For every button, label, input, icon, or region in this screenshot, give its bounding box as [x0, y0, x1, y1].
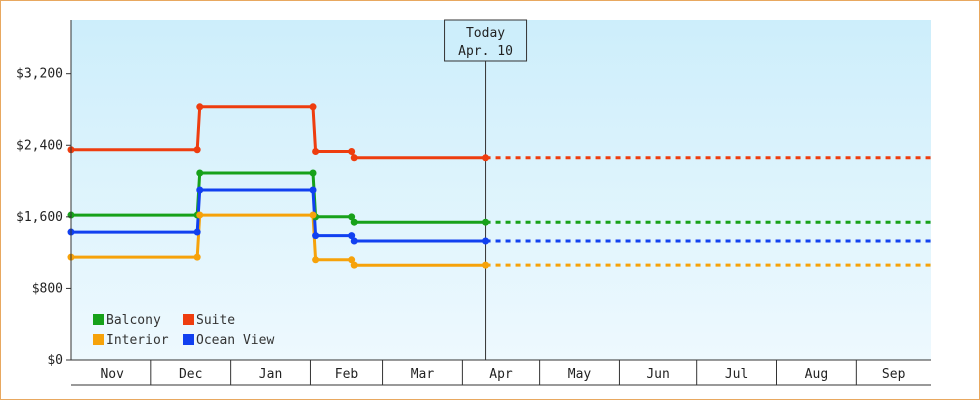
axes: $0 $800 $1,600 $2,400 $3,200 Nov Dec Jan Feb Mar A…	[16, 20, 931, 386]
today-title: Today	[466, 26, 505, 41]
data-point-interior	[348, 256, 356, 264]
data-point-ocean-view	[350, 237, 358, 245]
data-point-balcony	[196, 169, 204, 177]
data-point-suite	[196, 103, 204, 111]
legend-label-interior: Interior	[106, 333, 169, 348]
y-tick-label: $2,400	[16, 138, 63, 153]
legend-swatch-interior	[93, 334, 104, 345]
data-point-suite	[348, 148, 356, 156]
legend-label-balcony: Balcony	[106, 313, 161, 328]
data-point-interior	[482, 261, 490, 269]
today-box	[444, 19, 528, 62]
data-point-ocean-view	[309, 186, 317, 194]
y-tick-label: $0	[47, 353, 63, 368]
data-point-ocean-view	[482, 237, 490, 245]
data-point-suite	[309, 103, 317, 111]
legend-swatch-suite	[183, 314, 194, 325]
data-point-interior	[350, 261, 358, 269]
data-point-ocean-view	[193, 228, 201, 236]
x-tick-label-aug: Aug	[805, 367, 828, 382]
legend-swatch-balcony	[93, 314, 104, 325]
x-tick-label-may: May	[568, 367, 592, 382]
data-point-interior	[309, 211, 317, 219]
data-point-ocean-view	[312, 232, 320, 240]
data-point-balcony	[309, 169, 317, 177]
data-point-suite	[350, 154, 358, 162]
data-point-suite	[193, 146, 201, 154]
today-marker: Today Apr. 10	[444, 19, 528, 360]
data-point-interior	[193, 253, 201, 261]
x-tick-label-jul: Jul	[725, 367, 748, 382]
data-point-suite	[482, 154, 490, 162]
data-point-balcony	[348, 213, 356, 221]
data-point-suite	[312, 148, 320, 156]
today-date: Apr. 10	[458, 44, 513, 59]
legend-label-ocean-view: Ocean View	[196, 333, 274, 348]
data-point-ocean-view	[348, 232, 356, 240]
legend: Balcony Suite Interior Ocean View	[93, 313, 274, 348]
y-tick-label: $3,200	[16, 67, 63, 82]
data-point-balcony	[482, 218, 490, 226]
x-tick-label-jan: Jan	[259, 367, 282, 382]
data-point-ocean-view	[196, 186, 204, 194]
x-tick-label-apr: Apr	[489, 367, 513, 382]
legend-swatch-ocean-view	[183, 334, 194, 345]
x-tick-label-dec: Dec	[179, 367, 202, 382]
series-points	[67, 103, 490, 269]
x-tick-label-feb: Feb	[335, 367, 359, 382]
legend-label-suite: Suite	[196, 313, 235, 328]
x-tick-label-jun: Jun	[646, 367, 669, 382]
data-point-interior	[312, 256, 320, 264]
data-point-balcony	[350, 218, 358, 226]
x-tick-label-sep: Sep	[882, 367, 906, 382]
y-tick-label: $800	[32, 281, 63, 296]
data-point-interior	[196, 211, 204, 219]
x-tick-label-nov: Nov	[100, 367, 124, 382]
x-tick-label-mar: Mar	[411, 367, 435, 382]
y-tick-label: $1,600	[16, 210, 63, 225]
